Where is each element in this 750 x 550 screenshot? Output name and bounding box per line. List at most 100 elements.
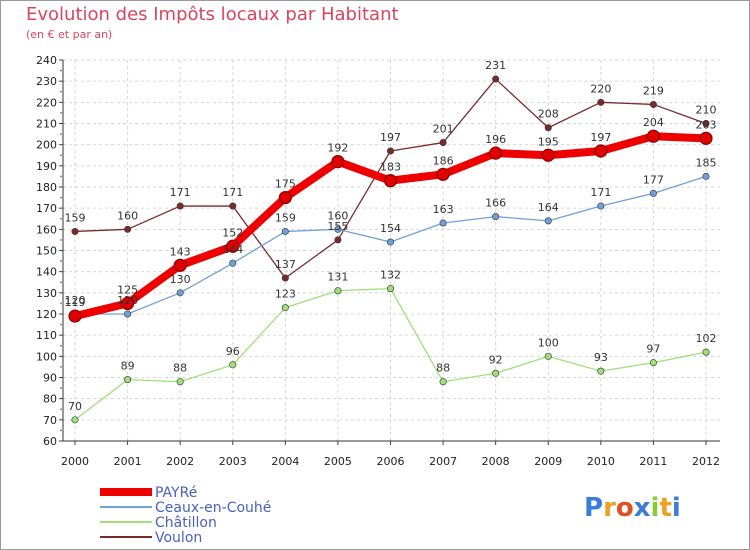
data-label-ceaux-en-couh-: 120 bbox=[117, 294, 138, 307]
data-point-ch-tillon bbox=[281, 304, 289, 312]
data-label-ceaux-en-couh-: 163 bbox=[433, 203, 454, 216]
data-point-voulon bbox=[597, 98, 605, 106]
legend-label: Ceaux-en-Couhé bbox=[155, 500, 271, 516]
data-point-payr- bbox=[541, 148, 555, 162]
data-label-ch-tillon: 102 bbox=[696, 332, 717, 345]
y-tick-label: 240 bbox=[36, 54, 57, 67]
data-label-ceaux-en-couh-: 130 bbox=[170, 273, 191, 286]
y-minor-tick bbox=[60, 90, 62, 93]
data-point-payr- bbox=[594, 144, 608, 158]
data-label-payr-: 183 bbox=[380, 161, 401, 174]
data-point-payr- bbox=[173, 258, 187, 272]
data-label-ceaux-en-couh-: 164 bbox=[538, 201, 559, 214]
brand-letter: i bbox=[651, 493, 660, 523]
data-label-voulon: 208 bbox=[538, 108, 559, 121]
data-label-voulon: 137 bbox=[275, 258, 296, 271]
data-label-voulon: 231 bbox=[485, 59, 506, 72]
data-label-ch-tillon: 89 bbox=[121, 360, 135, 373]
y-tick-label: 160 bbox=[36, 223, 57, 236]
data-point-ch-tillon bbox=[334, 287, 342, 295]
y-tick-label: 140 bbox=[36, 266, 57, 279]
y-tick-label: 180 bbox=[36, 181, 57, 194]
data-label-ch-tillon: 97 bbox=[646, 343, 660, 356]
y-minor-tick bbox=[60, 323, 62, 326]
legend-label: Châtillon bbox=[155, 515, 217, 531]
data-label-voulon: 160 bbox=[117, 209, 138, 222]
data-label-ch-tillon: 88 bbox=[173, 362, 187, 375]
y-tick-label: 120 bbox=[36, 308, 57, 321]
data-label-ceaux-en-couh-: 120 bbox=[65, 294, 86, 307]
data-label-ceaux-en-couh-: 166 bbox=[485, 197, 506, 210]
data-label-voulon: 201 bbox=[433, 123, 454, 136]
data-label-payr-: 192 bbox=[327, 142, 348, 155]
data-point-payr- bbox=[436, 167, 450, 181]
x-tick-label: 2001 bbox=[114, 455, 142, 468]
y-minor-tick bbox=[60, 196, 62, 199]
data-point-ceaux-en-couh- bbox=[597, 202, 605, 210]
data-point-payr- bbox=[383, 174, 398, 188]
x-tick-label: 2004 bbox=[271, 455, 299, 468]
data-point-payr- bbox=[489, 146, 503, 160]
y-minor-tick bbox=[60, 239, 62, 241]
y-tick-label: 80 bbox=[43, 393, 57, 406]
y-minor-tick bbox=[60, 260, 62, 262]
y-minor-tick bbox=[60, 217, 62, 220]
data-label-ceaux-en-couh-: 185 bbox=[696, 156, 717, 169]
data-point-payr- bbox=[68, 309, 82, 323]
data-point-ceaux-en-couh- bbox=[229, 259, 237, 267]
chart-title: Evolution des Impôts locaux par Habitant bbox=[26, 4, 399, 25]
data-point-ceaux-en-couh- bbox=[386, 238, 394, 246]
y-tick-label: 70 bbox=[43, 414, 57, 427]
data-point-ch-tillon bbox=[492, 369, 500, 377]
brand-letter: P bbox=[584, 493, 603, 523]
x-tick-label: 2000 bbox=[61, 455, 89, 468]
data-label-payr-: 204 bbox=[643, 116, 664, 129]
brand-logo: Proxiti bbox=[584, 493, 681, 523]
y-minor-tick bbox=[60, 408, 62, 411]
x-tick-label: 2011 bbox=[639, 455, 667, 468]
data-label-voulon: 219 bbox=[643, 84, 664, 97]
data-label-voulon: 159 bbox=[65, 211, 86, 224]
y-tick-label: 200 bbox=[36, 139, 57, 152]
y-minor-tick bbox=[60, 281, 62, 284]
data-point-payr- bbox=[331, 155, 345, 169]
data-label-voulon: 220 bbox=[590, 82, 611, 95]
data-point-payr- bbox=[646, 129, 661, 143]
gridlines bbox=[63, 59, 720, 442]
data-point-ceaux-en-couh- bbox=[702, 172, 710, 180]
data-point-ch-tillon bbox=[702, 348, 710, 356]
y-minor-tick bbox=[60, 175, 62, 178]
y-minor-tick bbox=[60, 429, 62, 432]
legend-label: PAYRé bbox=[155, 485, 197, 501]
y-tick-label: 90 bbox=[43, 372, 57, 385]
data-point-ch-tillon bbox=[176, 378, 184, 386]
y-tick-label: 130 bbox=[36, 287, 57, 300]
data-point-voulon bbox=[386, 147, 394, 155]
data-label-payr-: 119 bbox=[65, 296, 86, 309]
data-label-ch-tillon: 96 bbox=[226, 345, 240, 358]
data-point-voulon bbox=[176, 202, 184, 210]
data-point-payr- bbox=[699, 131, 713, 145]
data-point-voulon bbox=[281, 274, 289, 282]
data-point-ch-tillon bbox=[649, 359, 657, 367]
data-label-ceaux-en-couh-: 154 bbox=[380, 222, 401, 235]
data-point-ceaux-en-couh- bbox=[544, 217, 552, 225]
data-label-ch-tillon: 132 bbox=[380, 269, 401, 282]
data-point-voulon bbox=[229, 202, 237, 210]
data-point-voulon bbox=[544, 124, 552, 132]
data-point-payr- bbox=[226, 239, 240, 253]
data-label-payr-: 175 bbox=[275, 178, 296, 191]
data-point-voulon bbox=[71, 227, 79, 235]
data-label-ch-tillon: 123 bbox=[275, 288, 296, 301]
brand-letter: r bbox=[603, 493, 616, 523]
x-tick-label: 2007 bbox=[429, 455, 457, 468]
data-label-ch-tillon: 93 bbox=[594, 351, 608, 364]
data-label-payr-: 186 bbox=[433, 154, 454, 167]
data-point-ceaux-en-couh- bbox=[281, 227, 289, 235]
data-label-ch-tillon: 70 bbox=[68, 400, 82, 413]
y-tick-label: 110 bbox=[36, 329, 57, 342]
data-label-payr-: 196 bbox=[485, 133, 506, 146]
data-label-payr-: 203 bbox=[696, 118, 717, 131]
y-tick-label: 60 bbox=[43, 435, 57, 448]
